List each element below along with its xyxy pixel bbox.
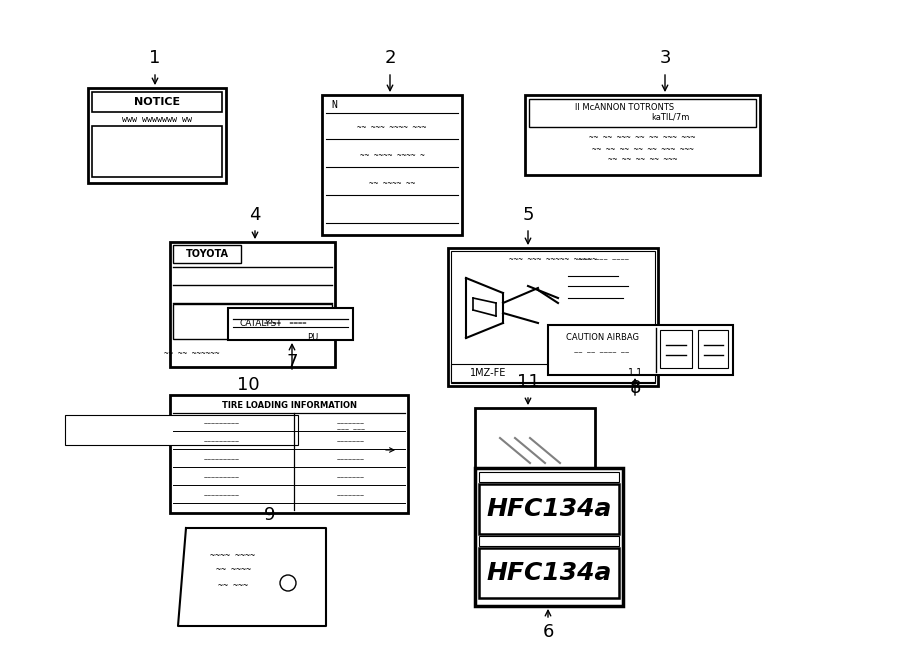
Polygon shape (178, 528, 326, 626)
Text: NOTICE: NOTICE (134, 97, 180, 107)
Bar (479, 536, 619, 546)
Text: ~~ ~~~ ~~~~ ~~~: ~~ ~~~ ~~~~ ~~~ (357, 122, 427, 132)
Text: HFC134a: HFC134a (486, 561, 612, 585)
Bar (451, 364, 655, 382)
Text: ~~ ~~ ~~ ~~ ~~~: ~~ ~~ ~~ ~~ ~~~ (608, 155, 677, 165)
Text: HFC134a: HFC134a (486, 497, 612, 521)
Bar (660, 330, 692, 368)
Text: TOYOTA: TOYOTA (185, 249, 229, 259)
Text: ~~~~~~~~~: ~~~~~~~~~ (204, 439, 240, 445)
Text: ~~ ~~ ~~~ ~~ ~~ ~~~ ~~~: ~~ ~~ ~~~ ~~ ~~ ~~~ ~~~ (590, 132, 696, 141)
Text: www wwwwwww ww: www wwwwwww ww (122, 116, 192, 124)
Text: 8: 8 (629, 379, 641, 397)
Text: ~~ ~~~~ ~~~~ ~: ~~ ~~~~ ~~~~ ~ (360, 151, 425, 159)
Bar (451, 251, 655, 383)
Text: 11: 11 (517, 373, 539, 391)
Bar (65, 415, 298, 445)
Text: ~~ ~~~~: ~~ ~~~~ (215, 566, 250, 574)
Text: ~~~~~~~: ~~~~~~~ (337, 439, 365, 445)
Text: ~~~ ~~~ ~~~~: ~~~ ~~~ ~~~~ (578, 257, 628, 263)
Text: 1MZ-FE: 1MZ-FE (470, 368, 506, 378)
Bar (173, 245, 241, 263)
Text: TIRE LOADING INFORMATION: TIRE LOADING INFORMATION (221, 401, 356, 410)
Text: ~~ ~~ ~~~~~~: ~~ ~~ ~~~~~~ (164, 350, 220, 358)
Text: ~~~~~~~: ~~~~~~~ (337, 421, 365, 427)
Bar (479, 484, 619, 534)
Text: 4: 4 (249, 206, 261, 224)
Text: ll McANNON TOTRONTS: ll McANNON TOTRONTS (575, 104, 674, 112)
Text: kaTIL/7m: kaTIL/7m (652, 112, 689, 122)
Text: N: N (331, 100, 337, 110)
Text: ~~~~~~~~~: ~~~~~~~~~ (204, 457, 240, 463)
Text: ~~~~ ~~~~: ~~~~ ~~~~ (211, 551, 256, 561)
Text: ~~ ~~ ~~ ~~ ~~ ~~~ ~~~: ~~ ~~ ~~ ~~ ~~ ~~~ ~~~ (591, 145, 693, 153)
Bar (92, 92, 222, 112)
Bar (479, 472, 619, 482)
Text: 5: 5 (522, 206, 534, 224)
Bar (92, 126, 222, 177)
Bar (170, 395, 408, 513)
Text: ~~~~~~~~~: ~~~~~~~~~ (204, 493, 240, 499)
Bar (525, 95, 760, 175)
Bar (170, 242, 335, 367)
Text: 1: 1 (149, 49, 161, 67)
Text: ~~ ~~~: ~~ ~~~ (218, 582, 248, 590)
Bar (173, 304, 332, 339)
Bar (548, 325, 733, 375)
Bar (228, 308, 353, 340)
Bar (529, 99, 756, 127)
Bar (448, 248, 658, 386)
Text: 2: 2 (384, 49, 396, 67)
Text: 6: 6 (543, 623, 553, 641)
Text: CAUTION AIRBAG: CAUTION AIRBAG (565, 332, 638, 342)
Text: ~~~~~~~: ~~~~~~~ (337, 475, 365, 481)
Text: ~~ ~~~~ ~~: ~~ ~~~~ ~~ (369, 178, 415, 188)
Text: PU: PU (308, 332, 319, 342)
Bar (479, 548, 619, 598)
Text: ~~ ~~ ~~~~ ~~: ~~ ~~ ~~~~ ~~ (574, 350, 630, 356)
Text: 10: 10 (237, 376, 259, 394)
Text: ~~~ ~~~: ~~~ ~~~ (337, 427, 365, 433)
Text: ~~~~~~~: ~~~~~~~ (337, 493, 365, 499)
Text: 7: 7 (286, 353, 298, 371)
Text: ~~~~~~~~~: ~~~~~~~~~ (204, 421, 240, 427)
Bar (475, 468, 623, 606)
Text: ====  ====: ==== ==== (265, 320, 307, 326)
Text: 3: 3 (659, 49, 670, 67)
Bar (698, 330, 728, 368)
Text: ~~~~~~~~~: ~~~~~~~~~ (204, 475, 240, 481)
Text: ~~~~~~~: ~~~~~~~ (337, 457, 365, 463)
Text: ~~~ ~~~ ~~~~~ ~~~~~: ~~~ ~~~ ~~~~~ ~~~~~ (509, 254, 597, 264)
Bar (322, 95, 462, 235)
Text: CATALYST: CATALYST (239, 319, 282, 329)
Bar (88, 88, 226, 183)
Text: 1.1: 1.1 (628, 368, 644, 378)
Text: 9: 9 (265, 506, 275, 524)
Bar (475, 408, 595, 490)
